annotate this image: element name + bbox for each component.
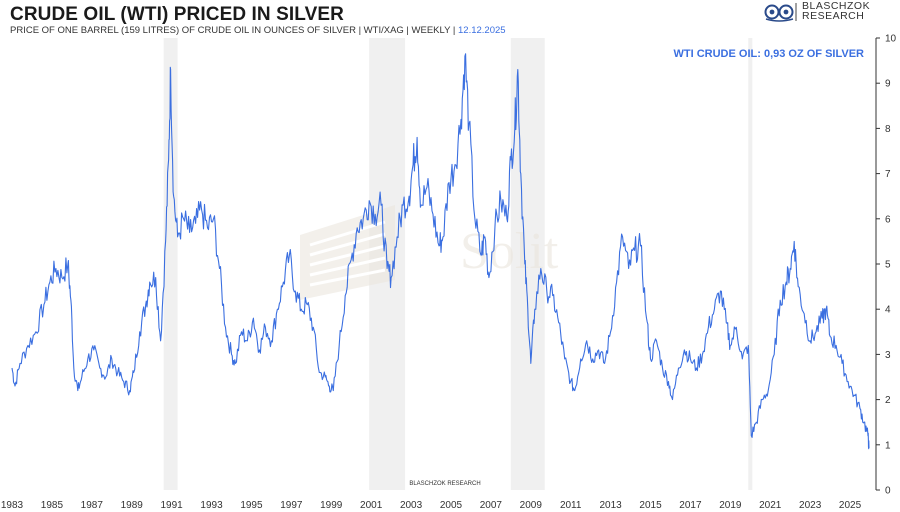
x-tick-label-1993: 1993: [200, 500, 223, 511]
x-tick-label-2009: 2009: [520, 500, 543, 511]
y-tick-label-10: 10: [885, 34, 897, 45]
x-tick-labels: 1983 1985 1987 1989 1991 1993 1995 1997 1999 2001…: [1, 500, 862, 511]
chart-title: CRUDE OIL (WTI) PRICED IN SILVER: [10, 4, 344, 25]
x-tick-label-1983: 1983: [1, 500, 24, 511]
x-tick-label-1991: 1991: [160, 500, 183, 511]
chart-date: 12.12.2025: [458, 25, 506, 36]
y-tick-labels: 0 1 2 3 4 5 6 7 8 9 10: [876, 34, 897, 497]
watermark-text: Solit: [460, 223, 559, 280]
chart-subtitle: PRICE OF ONE BARREL (159 LITRES) OF CRUD…: [10, 25, 506, 36]
x-tick-label-1987: 1987: [81, 500, 104, 511]
x-tick-label-1995: 1995: [240, 500, 263, 511]
footer-brand: BLASCHZOK RESEARCH: [409, 481, 480, 487]
x-tick-label-2003: 2003: [400, 500, 423, 511]
x-tick-label-2021: 2021: [759, 500, 782, 511]
y-tick-label-0: 0: [885, 486, 891, 497]
y-tick-label-6: 6: [885, 214, 891, 225]
owl-logo-icon: [764, 3, 797, 22]
x-tick-label-2025: 2025: [839, 500, 862, 511]
y-tick-label-3: 3: [885, 350, 891, 361]
watermark-logo: Solit: [300, 205, 559, 300]
shaded-period-0: [163, 38, 178, 490]
brand-line1: BLASCHZOK: [802, 0, 871, 12]
x-tick-label-2001: 2001: [360, 500, 383, 511]
brand-line2: RESEARCH: [802, 10, 865, 22]
brand-text: BLASCHZOK RESEARCH: [802, 0, 871, 22]
x-tick-label-1985: 1985: [41, 500, 64, 511]
x-tick-label-1997: 1997: [280, 500, 303, 511]
shaded-periods: [163, 38, 753, 490]
x-tick-label-1999: 1999: [320, 500, 343, 511]
x-tick-label-2015: 2015: [639, 500, 662, 511]
x-tick-label-2007: 2007: [480, 500, 503, 511]
x-tick-label-2011: 2011: [560, 500, 582, 511]
y-tick-label-7: 7: [885, 169, 891, 180]
y-tick-label-4: 4: [885, 305, 891, 316]
x-tick-label-2013: 2013: [599, 500, 622, 511]
y-tick-label-8: 8: [885, 124, 891, 135]
y-tick-label-1: 1: [885, 440, 891, 451]
x-tick-label-2019: 2019: [719, 500, 742, 511]
current-value-annotation: WTI CRUDE OIL: 0,93 OZ OF SILVER: [674, 48, 865, 60]
subtitle-text: PRICE OF ONE BARREL (159 LITRES) OF CRUD…: [10, 25, 456, 36]
x-tick-label-2023: 2023: [799, 500, 822, 511]
shaded-period-3: [748, 38, 753, 490]
x-tick-label-2017: 2017: [679, 500, 702, 511]
x-tick-label-2005: 2005: [440, 500, 463, 511]
y-tick-label-9: 9: [885, 79, 891, 90]
x-tick-label-1989: 1989: [121, 500, 144, 511]
y-tick-label-5: 5: [885, 260, 891, 271]
y-tick-label-2: 2: [885, 395, 891, 406]
wti-silver-series-line: [11, 53, 870, 450]
